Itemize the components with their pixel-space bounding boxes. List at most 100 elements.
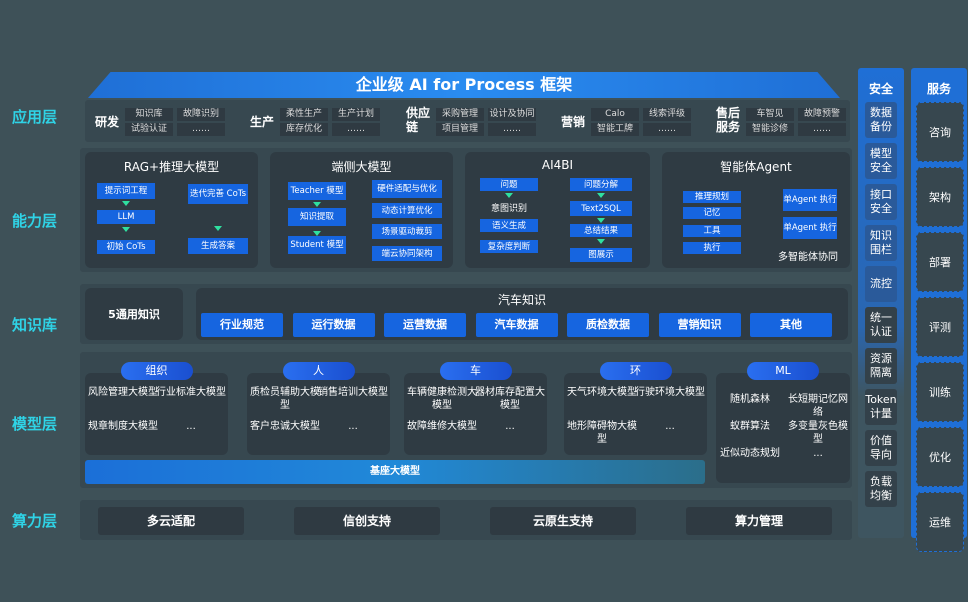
app-item[interactable]: 知识库 — [125, 108, 173, 121]
app-item[interactable]: …… — [332, 123, 380, 136]
capability-node[interactable]: 复杂度判断 — [480, 240, 538, 253]
capability-node[interactable]: 记忆 — [683, 207, 741, 219]
capability-node[interactable]: 动态计算优化 — [372, 203, 442, 218]
model-item[interactable]: ... — [665, 421, 675, 432]
model-item[interactable]: 规章制度大模型 — [88, 421, 158, 432]
capability-node[interactable]: 生成答案 — [188, 238, 248, 254]
app-item[interactable]: …… — [643, 123, 691, 136]
model-group-header: 人 — [282, 362, 355, 380]
capability-node[interactable]: 问题分解 — [570, 178, 632, 191]
compute-item[interactable]: 算力管理 — [686, 507, 832, 535]
compute-item[interactable]: 云原生支持 — [490, 507, 636, 535]
capability-node[interactable]: 执行 — [683, 242, 741, 254]
model-group-header: 组织 — [120, 362, 193, 380]
compute-item[interactable]: 多云适配 — [98, 507, 244, 535]
security-item[interactable]: 价值导向 — [865, 430, 897, 466]
model-item[interactable]: ... — [505, 421, 515, 432]
app-item[interactable]: 线索评级 — [643, 108, 691, 121]
service-item[interactable]: 部署 — [916, 232, 964, 292]
capability-node[interactable]: 单Agent 执行 — [783, 217, 837, 239]
capability-node[interactable]: 总结结果 — [570, 224, 632, 237]
security-item[interactable]: 数据备份 — [865, 102, 897, 138]
capability-node[interactable]: 语义生成 — [480, 219, 538, 232]
knowledge-item[interactable]: 运行数据 — [292, 313, 375, 337]
knowledge-item[interactable]: 质检数据 — [567, 313, 649, 337]
capability-node[interactable]: 提示词工程 — [97, 183, 155, 199]
app-item[interactable]: …… — [798, 123, 846, 136]
model-item[interactable]: 销售培训大模型 — [318, 387, 388, 398]
app-item[interactable]: 生产计划 — [332, 108, 380, 121]
knowledge-item[interactable]: 汽车数据 — [475, 313, 558, 337]
service-item[interactable]: 评测 — [916, 297, 964, 357]
knowledge-item[interactable]: 运营数据 — [384, 313, 466, 337]
app-item[interactable]: 试验认证 — [125, 123, 173, 136]
app-item[interactable]: …… — [177, 123, 225, 136]
service-item[interactable]: 优化 — [916, 427, 964, 487]
model-item[interactable]: 随机森林 — [730, 394, 770, 405]
model-item[interactable]: 风险管理大模型 — [88, 387, 158, 398]
capability-node[interactable]: LLM — [97, 210, 155, 224]
model-item[interactable]: 多变量灰色模型 — [788, 421, 848, 445]
app-item[interactable]: 车智见 — [746, 108, 794, 121]
service-item[interactable]: 运维 — [916, 492, 964, 552]
app-item[interactable]: 设计及协同 — [488, 108, 536, 121]
capability-node[interactable]: 工具 — [683, 225, 741, 237]
model-item[interactable]: 器材库存配置大模型 — [475, 387, 545, 411]
app-item[interactable]: …… — [488, 123, 536, 136]
app-item[interactable]: 故障识别 — [177, 108, 225, 121]
capability-node[interactable]: 问题 — [480, 178, 538, 191]
capability-node[interactable]: Text2SQL — [570, 201, 632, 216]
app-item[interactable]: 柔性生产 — [280, 108, 328, 121]
model-item[interactable]: 质检员辅助大模型 — [250, 387, 320, 411]
model-item[interactable]: 行驶环境大模型 — [635, 387, 705, 398]
app-item[interactable]: 库存优化 — [280, 123, 328, 136]
security-item[interactable]: 统一认证 — [865, 307, 897, 343]
model-item[interactable]: 天气环境大模型 — [567, 387, 637, 398]
compute-item[interactable]: 信创支持 — [294, 507, 440, 535]
model-item[interactable]: 车辆健康检测大模型 — [407, 387, 477, 411]
model-item[interactable]: 客户忠诚大模型 — [250, 421, 320, 432]
app-item[interactable]: 采购管理 — [436, 108, 484, 121]
security-item[interactable]: 流控 — [865, 266, 897, 302]
capability-node[interactable]: 硬件适配与优化 — [372, 180, 442, 198]
capability-node[interactable]: 图展示 — [570, 248, 632, 262]
capability-node[interactable]: 单Agent 执行 — [783, 189, 837, 211]
capability-node[interactable]: 知识提取 — [288, 208, 346, 226]
model-item[interactable]: 蚁群算法 — [730, 421, 770, 432]
app-item[interactable]: 项目管理 — [436, 123, 484, 136]
app-item[interactable]: 智能诊修 — [746, 123, 794, 136]
capability-node[interactable]: 推理规划 — [683, 191, 741, 203]
capability-node[interactable]: Teacher 模型 — [288, 182, 346, 200]
model-item[interactable]: 长短期记忆网络 — [788, 394, 848, 418]
service-item[interactable]: 训练 — [916, 362, 964, 422]
capability-node[interactable]: 迭代完善 CoTs — [188, 184, 248, 204]
security-item[interactable]: 资源隔离 — [865, 348, 897, 384]
app-item[interactable]: Calo — [591, 108, 639, 121]
security-item[interactable]: 接口安全 — [865, 184, 897, 220]
service-item[interactable]: 架构 — [916, 167, 964, 227]
app-item[interactable]: 智能工牌 — [591, 123, 639, 136]
model-item[interactable]: ... — [186, 421, 196, 432]
model-item[interactable]: 故障维修大模型 — [407, 421, 477, 432]
knowledge-item[interactable]: 营销知识 — [658, 313, 741, 337]
service-item[interactable]: 咨询 — [916, 102, 964, 162]
model-group-header: 环 — [599, 362, 672, 380]
security-item[interactable]: 模型安全 — [865, 143, 897, 179]
capability-node[interactable]: 场景驱动裁剪 — [372, 224, 442, 239]
model-item[interactable]: ... — [813, 448, 823, 459]
security-item[interactable]: 负载均衡 — [865, 471, 897, 507]
model-group-panel — [247, 373, 390, 455]
capability-node[interactable]: 端云协同架构 — [372, 246, 442, 261]
model-item[interactable]: 近似动态规划 — [720, 448, 780, 459]
model-item[interactable]: 地形障碍物大模型 — [567, 421, 637, 445]
capability-node[interactable]: Student 模型 — [288, 236, 346, 254]
app-category: 售后服务 — [716, 106, 741, 134]
knowledge-item[interactable]: 行业规范 — [201, 313, 283, 337]
capability-node[interactable]: 初始 CoTs — [97, 240, 155, 254]
security-item[interactable]: Token计量 — [865, 389, 897, 425]
knowledge-item[interactable]: 其他 — [750, 313, 832, 337]
model-item[interactable]: ... — [348, 421, 358, 432]
app-item[interactable]: 故障预警 — [798, 108, 846, 121]
model-item[interactable]: 行业标准大模型 — [156, 387, 226, 398]
security-item[interactable]: 知识围栏 — [865, 225, 897, 261]
